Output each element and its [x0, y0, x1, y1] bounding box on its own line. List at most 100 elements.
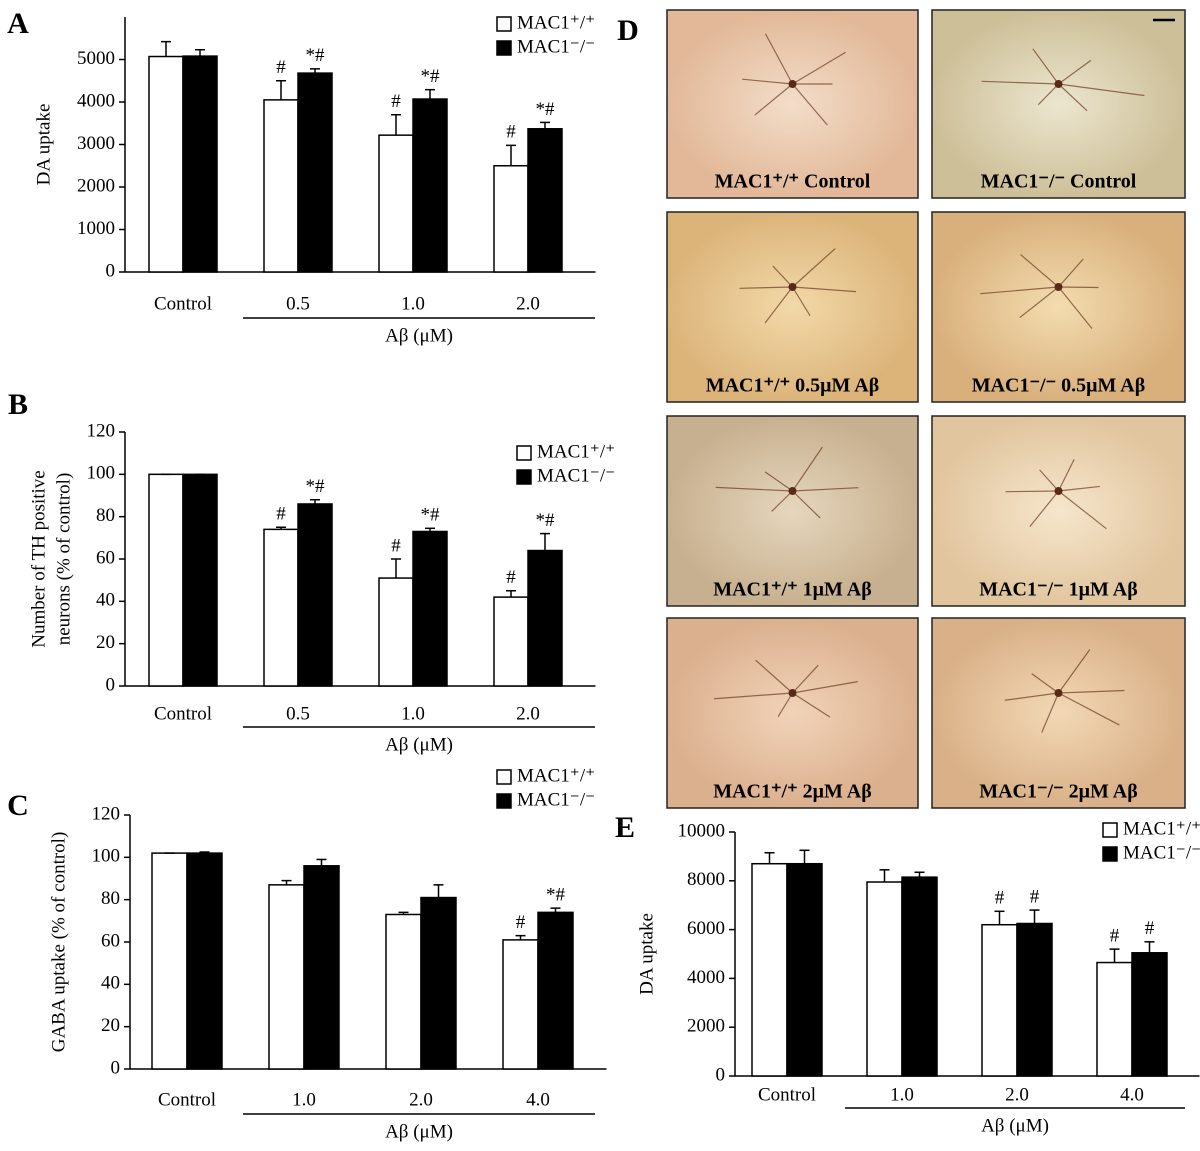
bar — [502, 939, 539, 1070]
x-tick-label: 0.5 — [286, 703, 310, 724]
y-tick-label: 4000 — [77, 90, 115, 111]
y-tick-label: 60 — [101, 930, 120, 951]
micrograph — [931, 9, 1186, 199]
legend-swatch — [496, 16, 512, 32]
neurite — [764, 471, 793, 492]
bar — [268, 884, 305, 1070]
y-tick-label: 10000 — [678, 820, 726, 841]
neurite — [792, 487, 859, 492]
micrograph — [666, 617, 919, 809]
legend-swatch — [496, 40, 512, 56]
legend-label: MAC1⁺/⁺ — [517, 765, 595, 786]
neurite — [1058, 286, 1093, 329]
bar — [297, 503, 333, 687]
bar — [1131, 952, 1168, 1077]
significance-marker: *# — [546, 884, 566, 905]
neuron — [1054, 283, 1063, 291]
bar — [493, 165, 529, 273]
neurite — [1058, 689, 1125, 694]
x-tick-label: 2.0 — [516, 293, 540, 314]
x-tick-label: 2.0 — [1005, 1084, 1029, 1105]
neurite — [792, 681, 858, 694]
image-label: MAC1⁺/⁺ 2μM Aβ — [713, 781, 872, 803]
y-tick-label: 5000 — [77, 48, 115, 69]
neurite — [1037, 83, 1059, 106]
bar — [901, 876, 938, 1077]
neurite — [1029, 490, 1059, 528]
significance-marker: # — [506, 567, 516, 588]
y-tick-label: 20 — [101, 1015, 120, 1036]
y-tick-label: 8000 — [687, 869, 725, 890]
legend-label: MAC1⁻/⁻ — [517, 36, 595, 57]
bar — [527, 549, 563, 687]
neurite — [777, 692, 794, 717]
x-tick-label: 4.0 — [1120, 1084, 1144, 1105]
x-tick-label: Control — [154, 293, 212, 314]
neurite — [1058, 692, 1120, 726]
neurite — [792, 692, 831, 718]
neurite — [792, 248, 836, 288]
panel-letter: D — [617, 14, 639, 47]
y-tick-label: 120 — [92, 803, 121, 824]
x-tick-label: 2.0 — [516, 703, 540, 724]
x-tick-label: Control — [758, 1084, 816, 1105]
y-tick-label: 2000 — [687, 1016, 725, 1037]
legend-swatch — [1102, 846, 1118, 862]
bar — [148, 55, 184, 273]
significance-marker: # — [1110, 925, 1120, 946]
legend-label: MAC1⁻/⁻ — [537, 465, 615, 486]
neurite — [771, 490, 793, 512]
legend-label: MAC1⁺/⁺ — [537, 441, 615, 462]
y-tick-label: 40 — [96, 590, 115, 611]
neurite — [715, 486, 793, 492]
neurite — [792, 446, 823, 492]
y-tick-label: 100 — [92, 846, 121, 867]
significance-marker: *# — [536, 510, 556, 531]
bar — [263, 528, 299, 687]
neurite — [1032, 48, 1059, 85]
image-label: MAC1⁻/⁻ 1μM Aβ — [979, 579, 1138, 601]
y-tick-label: 1000 — [77, 218, 115, 239]
x-tick-label: Control — [154, 703, 212, 724]
y-tick-label: 3000 — [77, 133, 115, 154]
neurite — [981, 80, 1059, 85]
image-label: MAC1⁺/⁺ Control — [715, 171, 871, 193]
group-label: Aβ (μM) — [385, 1121, 453, 1142]
y-tick-label: 60 — [96, 547, 115, 568]
neurite — [1031, 673, 1059, 694]
neurite — [739, 286, 793, 289]
y-tick-label: 80 — [101, 888, 120, 909]
neurite — [764, 286, 793, 324]
neurite — [792, 51, 846, 85]
x-tick-label: 1.0 — [401, 703, 425, 724]
bar — [537, 911, 574, 1070]
y-axis-label: neurons (% of control) — [53, 473, 74, 646]
x-tick-label: 0.5 — [286, 293, 310, 314]
image-label: MAC1⁺/⁺ 0.5μM Aβ — [706, 375, 880, 397]
bar — [148, 473, 184, 687]
y-tick-label: 80 — [96, 505, 115, 526]
neuron — [1054, 80, 1063, 88]
x-tick-label: 2.0 — [409, 1089, 433, 1110]
neuron — [788, 283, 797, 291]
y-tick-label: 2000 — [77, 175, 115, 196]
micrograph — [666, 415, 919, 607]
y-tick-label: 0 — [106, 674, 116, 695]
group-label: Aβ (μM) — [385, 325, 453, 346]
legend-label: MAC1⁺/⁺ — [1123, 818, 1200, 839]
significance-marker: # — [516, 912, 526, 933]
y-tick-label: 0 — [111, 1057, 121, 1078]
neuron — [1054, 487, 1063, 495]
x-tick-label: 1.0 — [401, 293, 425, 314]
bar — [182, 473, 218, 687]
bar — [527, 128, 563, 273]
y-axis-label: DA uptake — [636, 913, 657, 995]
bar — [186, 852, 223, 1070]
significance-marker: # — [1030, 886, 1040, 907]
legend-swatch — [496, 769, 512, 785]
neurite — [1041, 692, 1060, 733]
neurite — [714, 692, 793, 700]
significance-marker: # — [391, 91, 401, 112]
